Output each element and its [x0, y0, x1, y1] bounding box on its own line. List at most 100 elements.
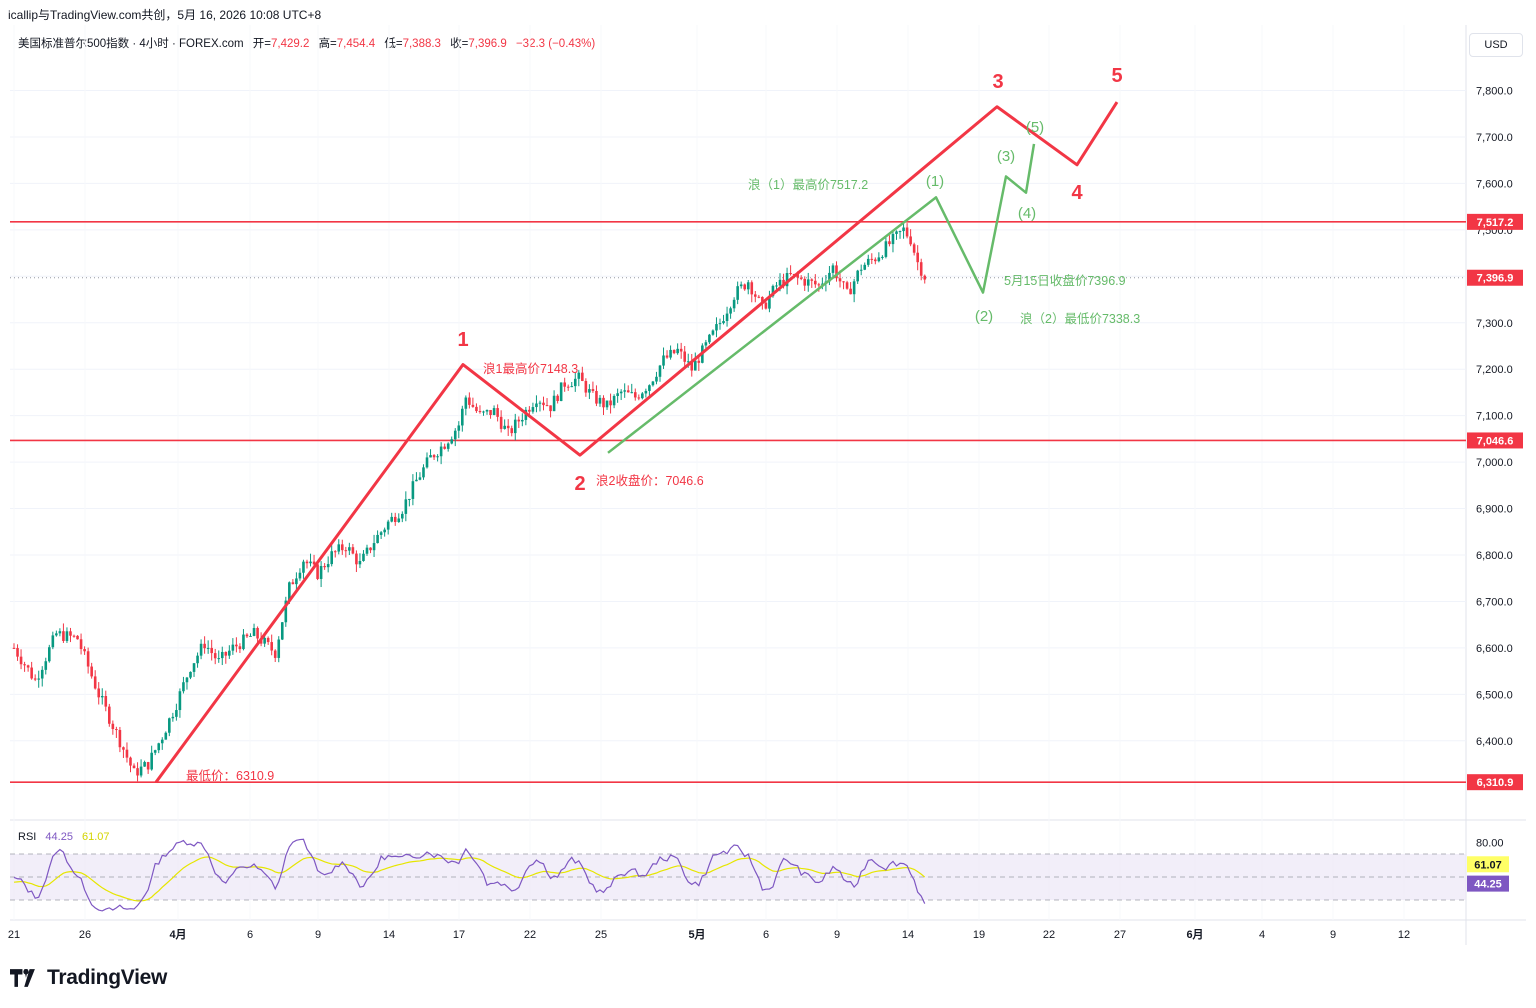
candle-body [323, 566, 326, 568]
candle-body [83, 649, 86, 652]
candle-body [436, 456, 439, 458]
candle-body [139, 766, 143, 776]
candle-body [704, 342, 708, 346]
candle-body [461, 408, 464, 426]
candle-body [326, 564, 330, 568]
candle-body [231, 644, 235, 651]
x-tick-label: 14 [383, 929, 395, 941]
candle-body [644, 390, 648, 394]
time-axis[interactable]: 21 26 4月 6 9 14 17 22 25 5月 6 9 14 19 22 27 6月 4 9 12 [8, 928, 1410, 941]
candle-body [581, 372, 584, 381]
tradingview-logo-icon [10, 969, 35, 987]
candle-body [718, 323, 722, 325]
candle-body [828, 272, 831, 282]
candle-body [602, 397, 605, 408]
candle-body [633, 392, 637, 398]
candle-body [912, 244, 916, 253]
candle-body [298, 572, 302, 579]
sub-wave-label: (2) [975, 308, 993, 325]
candle-body [270, 642, 273, 651]
candle-body [570, 386, 574, 388]
rsi-label[interactable]: RSI [18, 831, 37, 843]
currency-button[interactable]: USD [1469, 33, 1523, 57]
candle-body [249, 635, 252, 637]
candle-body [683, 351, 686, 362]
level-badge [1467, 432, 1523, 449]
candle-body [764, 302, 768, 309]
candle-body [44, 661, 48, 670]
candle-body [591, 389, 595, 391]
x-tick-label: 14 [902, 929, 914, 941]
sub-wave-label: (1) [926, 173, 944, 190]
x-tick-label: 6 [247, 929, 253, 941]
y-tick-label: 7,600.0 [1476, 178, 1513, 190]
candle-body [393, 516, 397, 523]
candle-body [859, 269, 863, 271]
candle-body [372, 543, 376, 551]
candle-body [641, 393, 644, 399]
rsi-ma-badge [1467, 856, 1509, 873]
candle-body [743, 284, 747, 290]
tradingview-logo[interactable]: TradingView [10, 966, 167, 990]
candle-body [739, 284, 743, 287]
candle-body [199, 643, 203, 656]
candle-body [348, 547, 351, 551]
candle-body [90, 666, 93, 677]
candle-body [831, 265, 835, 273]
candle-body [379, 532, 383, 535]
y-tick-label: 6,600.0 [1476, 643, 1513, 655]
candle-body [895, 231, 898, 234]
candle-body [153, 750, 157, 753]
candle-body [817, 284, 821, 286]
candle-body [51, 635, 55, 648]
candle-body [48, 647, 51, 662]
candle-body [814, 280, 817, 285]
candle-body [118, 729, 122, 748]
change-value: −32.3 (−0.43%) [515, 38, 596, 50]
last-price-label: 7,396.9 [1477, 273, 1514, 285]
candle-body [499, 416, 503, 429]
candle-body [715, 324, 718, 331]
candle-body [150, 752, 153, 770]
level-badge [1467, 213, 1523, 230]
candle-body [58, 631, 62, 634]
candle-body [905, 227, 909, 237]
candle-body [513, 419, 517, 434]
candle-body [881, 256, 884, 258]
candle-body [573, 378, 577, 387]
y-tick-label: 6,400.0 [1476, 736, 1513, 748]
candle-body [55, 633, 58, 636]
candle-body [609, 400, 612, 406]
candle-body [333, 551, 337, 553]
candle-body [711, 330, 715, 335]
candle-body [189, 671, 192, 678]
candle-body [217, 658, 221, 660]
candle-body [556, 395, 559, 402]
y-tick-label: 7,800.0 [1476, 86, 1513, 98]
candle-body [228, 650, 231, 656]
x-tick-label: 22 [1043, 929, 1055, 941]
candle-body [365, 547, 369, 554]
impulse-wave-label: 2 [574, 473, 585, 495]
price-axis[interactable]: 6,400.0 6,500.0 6,600.0 6,700.0 6,800.0 6,900… [1467, 86, 1523, 892]
candle-body [471, 404, 475, 407]
candle-body [415, 479, 418, 482]
candle-body [122, 747, 125, 750]
price-annotation: 浪1最高价7148.3 [483, 361, 578, 376]
candle-body [309, 561, 312, 564]
annotation-layer: 1 2 3 4 5 (1) (2) (3) (4) (5) 浪1最高价7148.3 浪2收盘价：704… [186, 65, 1140, 783]
candle-body [672, 349, 676, 354]
candle-body [23, 664, 26, 666]
candle-body [266, 637, 270, 643]
last-price-badge [1467, 269, 1523, 286]
candle-body [538, 402, 542, 404]
rsi-pane [10, 838, 1466, 912]
candle-body [761, 296, 764, 303]
candle-body [386, 521, 390, 530]
candle-body [69, 631, 72, 636]
symbol-name[interactable]: 美国标准普尔500指数 · 4小时 · FOREX.com [18, 38, 244, 50]
candle-body [182, 682, 185, 692]
x-tick-label: 25 [595, 929, 607, 941]
candle-body [478, 411, 482, 413]
